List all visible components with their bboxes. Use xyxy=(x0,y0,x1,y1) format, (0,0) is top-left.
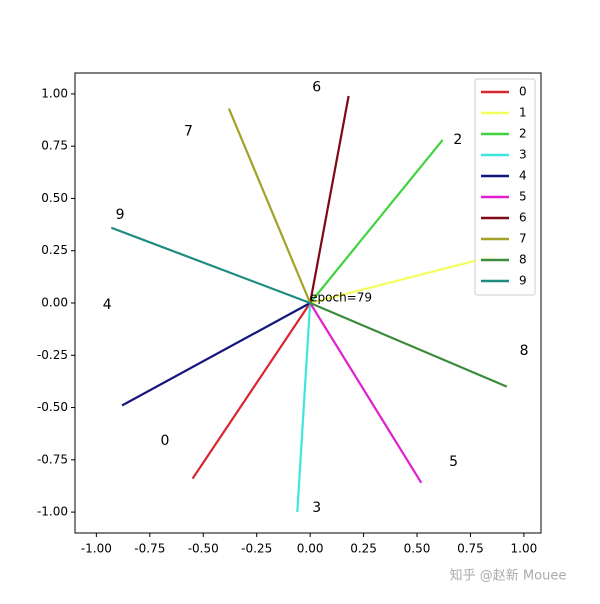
cluster-label: 6 xyxy=(312,80,321,96)
x-tick-label: -1.00 xyxy=(81,542,112,556)
series-line xyxy=(309,302,423,484)
legend-label: 3 xyxy=(519,148,527,162)
series-line xyxy=(309,95,350,304)
cluster-label: 9 xyxy=(116,207,125,223)
legend-label: 2 xyxy=(519,127,527,141)
series-line xyxy=(309,253,499,305)
cluster-label: 0 xyxy=(161,433,170,449)
y-tick-label: 0.75 xyxy=(41,139,68,153)
series-line xyxy=(121,302,311,407)
y-tick-label: 0.00 xyxy=(41,296,68,310)
cluster-label: 3 xyxy=(312,500,321,516)
y-tick-label: -0.50 xyxy=(37,400,68,414)
legend-label: 6 xyxy=(519,211,527,225)
y-tick-label: 0.25 xyxy=(41,243,68,257)
y-tick-label: 1.00 xyxy=(41,86,68,100)
legend-label: 7 xyxy=(519,232,527,246)
annotation: epoch=79 xyxy=(310,291,372,305)
legend-label: 1 xyxy=(519,106,527,120)
x-tick-label: -0.75 xyxy=(134,542,165,556)
x-tick-label: 0.00 xyxy=(297,542,324,556)
legend-label: 5 xyxy=(519,190,527,204)
cluster-label: 2 xyxy=(453,132,462,148)
cluster-label: 8 xyxy=(520,343,529,359)
series-line xyxy=(191,302,312,480)
y-tick-label: -0.75 xyxy=(37,452,68,466)
x-tick-label: 1.00 xyxy=(511,542,538,556)
watermark: 知乎 @赵新 Mouee xyxy=(450,568,567,584)
series-line xyxy=(309,301,508,388)
legend-label: 8 xyxy=(519,253,527,267)
x-tick-label: 0.50 xyxy=(404,542,431,556)
legend-label: 0 xyxy=(519,85,527,99)
series-line xyxy=(309,139,444,304)
cluster-label: 7 xyxy=(184,124,193,140)
legend-label: 9 xyxy=(519,274,527,288)
series-line xyxy=(227,108,312,304)
y-tick-label: 0.50 xyxy=(41,191,68,205)
cluster-label: 5 xyxy=(449,454,458,470)
series-line xyxy=(296,302,312,513)
x-tick-label: -0.25 xyxy=(241,542,272,556)
legend-label: 4 xyxy=(519,169,527,183)
x-tick-label: 0.75 xyxy=(457,542,484,556)
series-line xyxy=(110,226,311,305)
x-tick-label: -0.50 xyxy=(188,542,219,556)
y-tick-label: -1.00 xyxy=(37,505,68,519)
y-tick-label: -0.25 xyxy=(37,348,68,362)
cluster-label: 4 xyxy=(103,297,112,313)
x-tick-label: 0.25 xyxy=(350,542,377,556)
